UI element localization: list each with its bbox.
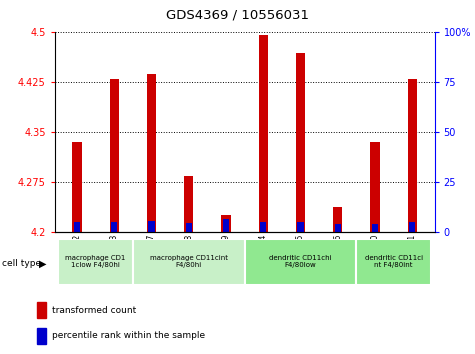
Bar	[186, 223, 192, 232]
Bar	[260, 222, 266, 232]
Bar	[111, 222, 117, 232]
Bar	[258, 35, 268, 232]
Bar	[133, 239, 245, 285]
Bar	[74, 222, 80, 232]
Text: GDS4369 / 10556031: GDS4369 / 10556031	[166, 9, 309, 22]
Bar	[333, 207, 342, 232]
Bar	[221, 215, 231, 232]
Bar	[147, 74, 156, 232]
Bar	[37, 328, 46, 344]
Bar	[335, 224, 341, 232]
Bar	[245, 239, 356, 285]
Text: ▶: ▶	[39, 259, 47, 269]
Bar	[372, 224, 378, 232]
Bar	[370, 142, 380, 232]
Bar	[297, 222, 304, 232]
Text: percentile rank within the sample: percentile rank within the sample	[52, 331, 205, 340]
Bar	[149, 221, 154, 232]
Bar	[296, 53, 305, 232]
Text: dendritic CD11ci
nt F4/80int: dendritic CD11ci nt F4/80int	[365, 256, 423, 268]
Bar	[223, 218, 229, 232]
Text: cell type: cell type	[2, 259, 41, 268]
Bar	[58, 239, 133, 285]
Bar	[72, 142, 82, 232]
Text: macrophage CD11cint
F4/80hi: macrophage CD11cint F4/80hi	[150, 256, 228, 268]
Bar	[184, 176, 193, 232]
Text: macrophage CD1
1clow F4/80hi: macrophage CD1 1clow F4/80hi	[66, 256, 126, 268]
Text: dendritic CD11chi
F4/80low: dendritic CD11chi F4/80low	[269, 256, 332, 268]
Bar	[409, 222, 415, 232]
Text: transformed count: transformed count	[52, 306, 136, 315]
Bar	[110, 79, 119, 232]
Bar	[356, 239, 431, 285]
Bar	[408, 79, 417, 232]
Bar	[37, 302, 46, 318]
